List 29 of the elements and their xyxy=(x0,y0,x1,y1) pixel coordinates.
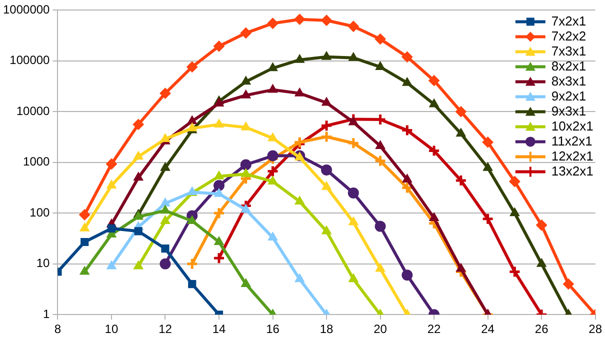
legend-label: 12x2x1 xyxy=(551,148,594,164)
legend-label: 8x2x1 xyxy=(551,58,586,74)
x-tick-label: 22 xyxy=(427,322,442,336)
y-tick-label: 1000 xyxy=(23,154,50,169)
legend-label: 13x2x1 xyxy=(551,163,594,178)
legend-label: 7x2x2 xyxy=(551,28,586,44)
legend-label: 7x3x1 xyxy=(551,43,586,58)
x-tick-label: 8 xyxy=(54,322,62,336)
legend-label: 9x3x1 xyxy=(551,103,586,118)
y-tick-label: 10000 xyxy=(16,104,50,118)
legend-label: 10x2x1 xyxy=(551,118,594,134)
y-tick-label: 1000000 xyxy=(3,2,50,17)
y-tick-label: 100000 xyxy=(10,53,50,68)
x-tick-label: 26 xyxy=(534,322,549,336)
legend-label: 11x2x1 xyxy=(551,133,592,148)
x-tick-label: 20 xyxy=(374,322,388,336)
y-tick-label: 100 xyxy=(30,205,50,220)
x-tick-label: 18 xyxy=(320,322,334,336)
x-tick-label: 12 xyxy=(158,322,172,336)
x-tick-label: 14 xyxy=(212,322,226,336)
x-tick-label: 16 xyxy=(266,322,280,336)
x-tick-label: 24 xyxy=(481,322,495,336)
legend-label: 8x3x1 xyxy=(551,73,586,88)
x-tick-label: 28 xyxy=(588,322,602,336)
legend-label: 7x2x1 xyxy=(551,13,586,28)
y-tick-label: 10 xyxy=(36,256,50,270)
legend-label: 9x2x1 xyxy=(551,88,586,104)
y-tick-label: 1 xyxy=(43,306,50,321)
x-tick-label: 10 xyxy=(104,322,118,336)
